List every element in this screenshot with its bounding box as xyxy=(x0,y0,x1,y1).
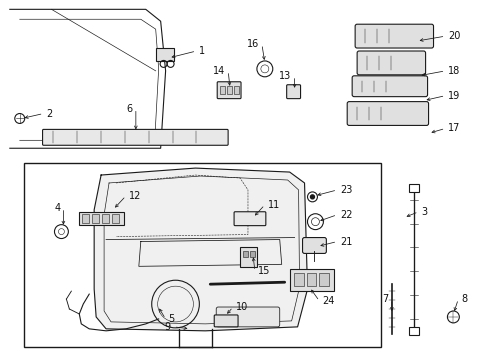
Text: 8: 8 xyxy=(460,294,467,304)
Bar xyxy=(220,86,224,94)
FancyBboxPatch shape xyxy=(354,24,433,48)
FancyBboxPatch shape xyxy=(216,307,279,327)
Bar xyxy=(82,214,89,223)
Bar xyxy=(243,251,247,257)
Bar xyxy=(289,269,334,291)
Text: 23: 23 xyxy=(340,185,352,195)
Bar xyxy=(293,273,303,286)
Bar xyxy=(92,214,99,223)
Text: 19: 19 xyxy=(447,91,460,101)
FancyBboxPatch shape xyxy=(42,129,228,145)
Bar xyxy=(102,214,109,223)
Text: 2: 2 xyxy=(46,108,53,118)
FancyBboxPatch shape xyxy=(351,76,427,96)
Text: 3: 3 xyxy=(421,207,427,217)
Text: 14: 14 xyxy=(212,66,224,76)
FancyBboxPatch shape xyxy=(234,212,265,226)
Bar xyxy=(24,163,380,347)
Bar xyxy=(249,251,254,257)
Bar xyxy=(234,86,239,94)
Text: 24: 24 xyxy=(322,296,334,306)
Bar xyxy=(112,214,119,223)
Circle shape xyxy=(310,195,314,199)
Bar xyxy=(306,273,316,286)
FancyBboxPatch shape xyxy=(302,238,325,253)
Bar xyxy=(319,273,328,286)
Text: 18: 18 xyxy=(447,66,460,76)
Bar xyxy=(155,48,173,61)
Text: 6: 6 xyxy=(126,104,133,113)
Text: 7: 7 xyxy=(382,294,388,304)
Text: 16: 16 xyxy=(246,39,258,49)
Text: 11: 11 xyxy=(267,200,280,210)
Bar xyxy=(226,86,232,94)
Text: 5: 5 xyxy=(168,314,175,324)
Bar xyxy=(79,212,123,225)
Bar xyxy=(240,247,256,267)
Bar xyxy=(408,184,418,192)
Text: 13: 13 xyxy=(279,71,291,81)
Text: 9: 9 xyxy=(164,322,170,332)
Text: 10: 10 xyxy=(236,302,248,312)
Text: 20: 20 xyxy=(447,31,460,41)
FancyBboxPatch shape xyxy=(214,315,238,327)
Text: 21: 21 xyxy=(340,237,352,247)
Bar xyxy=(408,327,418,335)
Text: 22: 22 xyxy=(340,210,352,220)
FancyBboxPatch shape xyxy=(356,51,425,75)
Text: 12: 12 xyxy=(129,191,141,201)
Polygon shape xyxy=(94,168,307,331)
Text: 15: 15 xyxy=(257,266,270,276)
Text: 4: 4 xyxy=(54,203,61,213)
FancyBboxPatch shape xyxy=(286,85,300,99)
Text: 17: 17 xyxy=(447,123,460,134)
FancyBboxPatch shape xyxy=(217,82,241,99)
FancyBboxPatch shape xyxy=(346,102,427,125)
Text: 1: 1 xyxy=(199,46,205,56)
